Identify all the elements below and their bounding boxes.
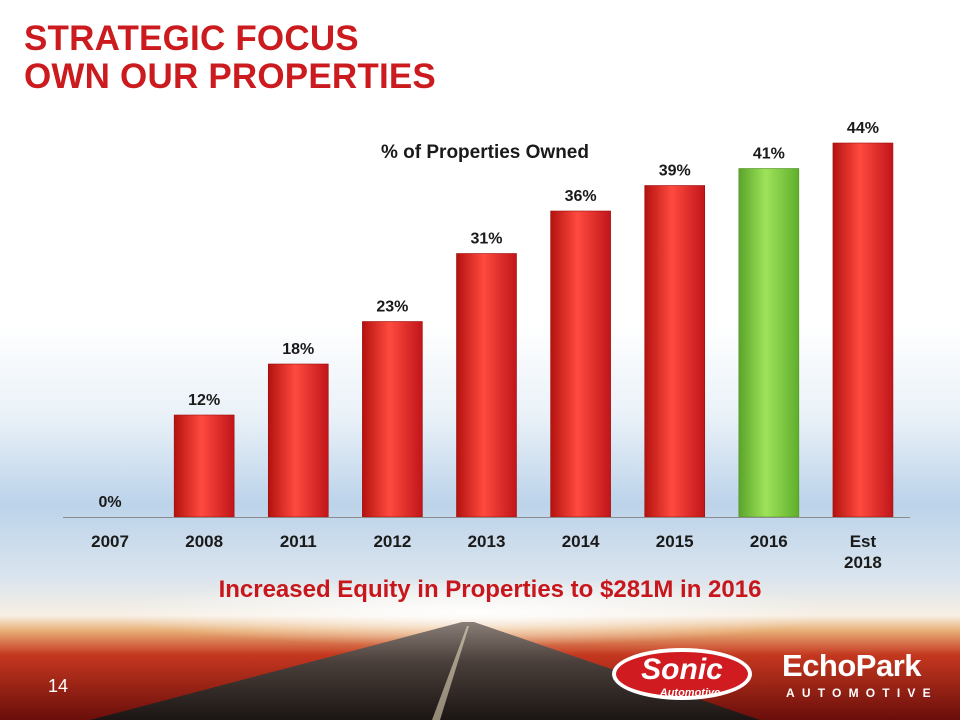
category-label-2011: 2011: [280, 532, 317, 551]
sonic-automotive-logo: Sonic Automotive: [612, 648, 752, 700]
sonic-logo-word: Sonic: [641, 653, 723, 686]
echopark-logo-sub: AUTOMOTIVE: [786, 686, 938, 700]
chart-title: % of Properties Owned: [381, 142, 589, 163]
equity-caption: Increased Equity in Properties to $281M …: [218, 576, 762, 603]
category-label-2016: 2016: [750, 532, 788, 551]
category-label-2008: 2008: [185, 532, 223, 551]
sonic-logo-sub: Automotive: [659, 687, 721, 699]
data-label-2014: 36%: [565, 188, 597, 205]
category-label-2015: 2015: [656, 532, 694, 551]
bar-2011: [267, 363, 329, 518]
bar-2016: [738, 168, 800, 518]
slide-title: STRATEGIC FOCUS OWN OUR PROPERTIES: [24, 20, 436, 96]
echopark-logo: EchoPark AUTOMOTIVE: [782, 648, 942, 704]
page-number: 14: [48, 676, 69, 696]
data-label-2015: 39%: [659, 163, 691, 180]
bar-2014: [550, 210, 611, 518]
bar-2012: [362, 321, 423, 518]
title-line-1: STRATEGIC FOCUS: [24, 19, 359, 58]
echopark-logo-word: EchoPark: [782, 648, 922, 683]
data-label-2011: 18%: [282, 341, 314, 358]
data-label-2013: 31%: [470, 231, 502, 248]
bar-2008: [173, 414, 235, 518]
data-label-est-2018: 44%: [847, 120, 879, 137]
data-label-2007: 0%: [98, 494, 121, 511]
bar-2013: [456, 253, 517, 518]
category-label-2012: 2012: [373, 532, 411, 551]
data-label-2016: 41%: [753, 146, 785, 163]
data-label-2012: 23%: [376, 299, 408, 316]
title-line-2: OWN OUR PROPERTIES: [24, 57, 436, 96]
bar-est-2018: [832, 142, 894, 518]
category-label-2013: 2013: [468, 532, 506, 551]
data-label-2008: 12%: [188, 392, 220, 409]
bar-2015: [644, 185, 706, 518]
category-label-2014: 2014: [562, 532, 600, 551]
category-label-2007: 2007: [91, 532, 129, 551]
category-label-est-2018: Est 2018: [844, 532, 882, 572]
